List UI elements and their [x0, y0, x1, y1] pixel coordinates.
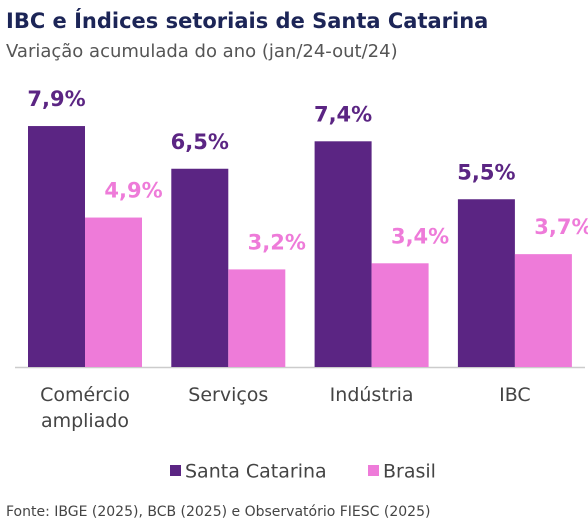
bar	[171, 168, 229, 367]
value-label: 3,2%	[248, 230, 306, 254]
chart-title: IBC e Índices setoriais de Santa Catarin…	[6, 8, 488, 33]
x-tick-label: IBC	[499, 384, 531, 406]
bar	[371, 263, 429, 367]
bar	[314, 141, 372, 367]
bar	[28, 126, 85, 367]
x-tick-label: Comércio ampliado	[40, 384, 130, 432]
bar	[228, 269, 286, 367]
value-label: 7,9%	[27, 87, 85, 111]
value-label: 4,9%	[104, 179, 162, 203]
bar	[85, 217, 142, 367]
legend-swatch	[368, 465, 379, 476]
bar	[514, 254, 572, 367]
value-label: 3,7%	[534, 215, 588, 239]
source: Fonte: IBGE (2025), BCB (2025) e Observa…	[6, 504, 430, 520]
value-label: 5,5%	[457, 160, 515, 184]
bar	[457, 199, 515, 367]
chart-subtitle: Variação acumulada do ano (jan/24-out/24…	[6, 41, 398, 62]
legend-swatch	[170, 465, 181, 476]
value-label: 6,5%	[171, 130, 229, 154]
x-tick-label: Indústria	[329, 384, 414, 406]
legend-label: Brasil	[383, 461, 436, 483]
value-label: 3,4%	[391, 224, 449, 248]
x-tick-label: Serviços	[188, 384, 269, 406]
legend-label: Santa Catarina	[185, 461, 327, 483]
value-label: 7,4%	[314, 102, 372, 126]
